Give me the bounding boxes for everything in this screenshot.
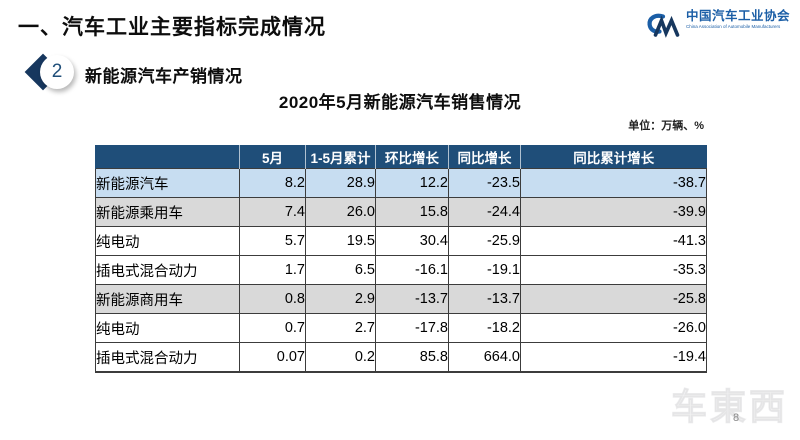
watermark: 车東西 (670, 386, 788, 428)
cell-value: 0.2 (305, 342, 376, 373)
cell-value: 85.8 (375, 342, 449, 373)
cell-value: -41.3 (520, 226, 707, 256)
row-label: 插电式混合动力 (95, 255, 240, 285)
column-header-5: 同比累计增长 (520, 145, 707, 169)
cell-value: 2.7 (305, 313, 376, 343)
column-header-4: 同比增长 (448, 145, 521, 169)
row-label: 插电式混合动力 (95, 342, 240, 373)
cell-value: 1.7 (239, 255, 306, 285)
row-label: 纯电动 (95, 313, 240, 343)
cell-value: 7.4 (239, 197, 306, 227)
cell-value: -16.1 (375, 255, 449, 285)
cell-value: -25.9 (448, 226, 521, 256)
cell-value: 12.2 (375, 168, 449, 198)
table-row: 纯电动 5.7 19.5 30.4 -25.9 -41.3 (95, 226, 707, 256)
column-header-2: 1-5月累计 (305, 145, 376, 169)
cell-value: 28.9 (305, 168, 376, 198)
column-header-0 (95, 145, 240, 169)
cell-value: 6.5 (305, 255, 376, 285)
cell-value: -18.2 (448, 313, 521, 343)
cell-value: 0.07 (239, 342, 306, 373)
table-row: 插电式混合动力 1.7 6.5 -16.1 -19.1 -35.3 (95, 255, 707, 285)
column-header-1: 5月 (239, 145, 306, 169)
caam-name-en: China Association of Automobile Manufact… (685, 23, 781, 29)
row-label: 新能源汽车 (95, 168, 240, 198)
caam-logo-icon (646, 12, 682, 44)
cell-value: -39.9 (520, 197, 707, 227)
table-header-row: 5月 1-5月累计 环比增长 同比增长 同比累计增长 (95, 145, 707, 169)
unit-note: 单位：万辆、% (628, 120, 704, 132)
cell-value: 2.9 (305, 284, 376, 314)
row-label: 纯电动 (95, 226, 240, 256)
row-label: 新能源乘用车 (95, 197, 240, 227)
cell-value: -13.7 (448, 284, 521, 314)
cell-value: -38.7 (520, 168, 707, 198)
cell-value: 26.0 (305, 197, 376, 227)
cell-value: 8.2 (239, 168, 306, 198)
table-row: 新能源汽车 8.2 28.9 12.2 -23.5 -38.7 (95, 168, 707, 198)
cell-value: -19.4 (520, 342, 707, 373)
cell-value: -24.4 (448, 197, 521, 227)
cell-value: 0.8 (239, 284, 306, 314)
cell-value: 664.0 (448, 342, 521, 373)
table-row: 纯电动 0.7 2.7 -17.8 -18.2 -26.0 (95, 313, 707, 343)
table-title: 2020年5月新能源汽车销售情况 (278, 93, 522, 112)
cell-value: -17.8 (375, 313, 449, 343)
cell-value: -25.8 (520, 284, 707, 314)
caam-logo-text: 中国汽车工业协会 China Association of Automobile… (685, 9, 790, 30)
caam-name-cn: 中国汽车工业协会 (685, 9, 790, 23)
cell-value: -19.1 (448, 255, 521, 285)
page-number: 8 (733, 412, 740, 424)
section-badge: 2 (24, 53, 74, 91)
page-title: 一、汽车工业主要指标完成情况 (18, 16, 326, 39)
cell-value: -13.7 (375, 284, 449, 314)
caam-logo: 中国汽车工业协会 China Association of Automobile… (646, 9, 790, 44)
cell-value: 19.5 (305, 226, 376, 256)
badge-number: 2 (40, 55, 74, 89)
row-label: 新能源商用车 (95, 284, 240, 314)
cell-value: -26.0 (520, 313, 707, 343)
cell-value: 15.8 (375, 197, 449, 227)
cell-value: -23.5 (448, 168, 521, 198)
table-row: 新能源商用车 0.8 2.9 -13.7 -13.7 -25.8 (95, 284, 707, 314)
column-header-3: 环比增长 (375, 145, 449, 169)
cell-value: 0.7 (239, 313, 306, 343)
cell-value: -35.3 (520, 255, 707, 285)
cell-value: 5.7 (239, 226, 306, 256)
nev-sales-table: 5月 1-5月累计 环比增长 同比增长 同比累计增长 新能源汽车 8.2 28.9 12.2-… (95, 145, 707, 373)
section-title: 新能源汽车产销情况 (85, 67, 243, 86)
table-row: 插电式混合动力 0.07 0.2 85.8 664.0 -19.4 (95, 342, 707, 373)
cell-value: 30.4 (375, 226, 449, 256)
table-row: 新能源乘用车 7.4 26.0 15.8 -24.4 -39.9 (95, 197, 707, 227)
